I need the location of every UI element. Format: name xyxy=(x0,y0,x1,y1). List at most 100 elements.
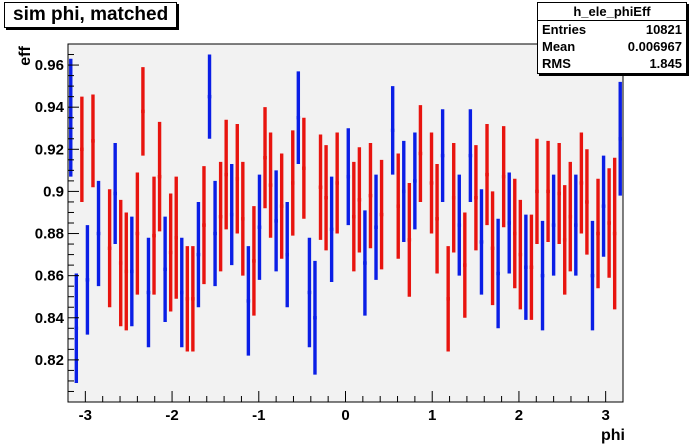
red-point xyxy=(91,94,95,188)
red-point xyxy=(185,246,190,352)
blue-point xyxy=(524,214,528,320)
red-point xyxy=(463,212,467,318)
red-point xyxy=(557,142,561,245)
x-tick-label: -3 xyxy=(79,407,92,424)
red-point xyxy=(435,164,439,274)
red-point xyxy=(268,132,273,238)
blue-point xyxy=(274,170,278,272)
y-tick-label: 0.94 xyxy=(35,99,65,116)
red-point xyxy=(80,96,84,202)
blue-point xyxy=(457,174,462,276)
blue-point xyxy=(601,155,606,257)
red-point xyxy=(607,168,611,278)
stats-histogram-name: h_ele_phiEff xyxy=(538,3,686,21)
red-point xyxy=(368,142,373,249)
blue-point xyxy=(468,109,473,202)
red-point xyxy=(152,176,156,295)
blue-point xyxy=(296,71,301,165)
stats-value: 10821 xyxy=(645,22,682,37)
red-point xyxy=(202,166,206,285)
red-point xyxy=(529,214,534,320)
y-tick-label: 0.86 xyxy=(35,268,64,285)
red-point xyxy=(218,161,223,272)
red-point xyxy=(135,172,140,295)
red-point xyxy=(252,206,256,316)
blue-point xyxy=(540,220,545,331)
chart-title: sim phi, matched xyxy=(4,2,178,28)
red-point xyxy=(596,178,600,289)
red-point xyxy=(291,130,295,236)
red-point xyxy=(407,182,412,297)
red-point xyxy=(535,138,539,245)
blue-point xyxy=(440,109,445,202)
red-point xyxy=(235,124,240,234)
red-point xyxy=(124,212,129,331)
red-point xyxy=(157,121,162,232)
x-axis-label: phi xyxy=(601,427,625,444)
blue-point xyxy=(551,174,556,276)
red-point xyxy=(263,107,267,209)
blue-point xyxy=(590,220,595,331)
blue-point xyxy=(363,210,367,316)
stats-box: h_ele_phiEff Entries 10821 Mean 0.006967… xyxy=(537,2,687,74)
blue-point xyxy=(307,237,312,348)
red-point xyxy=(318,134,323,240)
y-tick-label: 0.9 xyxy=(43,183,64,200)
stats-value: 0.006967 xyxy=(627,39,682,54)
axes: -3 -2 -1 0 1 2 3 0.82 0.84 0.86 0.88 0.9 0.92 0.94 0.9… xyxy=(35,43,624,424)
red-point xyxy=(429,132,434,234)
x-tick-label: 1 xyxy=(428,407,436,424)
stats-row-rms: RMS 1.845 xyxy=(538,55,686,72)
red-point xyxy=(562,185,567,295)
x-tick-label: -1 xyxy=(252,407,265,424)
stats-row-entries: Entries 10821 xyxy=(538,21,686,38)
blue-point xyxy=(313,260,317,375)
stats-row-mean: Mean 0.006967 xyxy=(538,38,686,55)
red-point xyxy=(324,145,328,251)
blue-point xyxy=(402,140,406,242)
blue-point xyxy=(574,174,578,276)
blue-point xyxy=(146,237,151,348)
red-point xyxy=(396,153,400,259)
x-tick-label: 2 xyxy=(515,407,523,424)
y-axis-label: eff xyxy=(17,46,34,66)
blue-point xyxy=(85,225,90,335)
red-point xyxy=(546,140,550,242)
red-point xyxy=(241,161,245,276)
blue-point xyxy=(196,201,201,308)
blue-point xyxy=(163,216,167,322)
red-point xyxy=(107,189,112,308)
red-point xyxy=(335,132,339,234)
red-point xyxy=(585,149,589,255)
red-point xyxy=(518,199,523,310)
red-point xyxy=(174,176,178,299)
red-point xyxy=(352,161,356,272)
y-tick-label: 0.84 xyxy=(35,310,65,327)
blue-point xyxy=(507,172,511,274)
red-point xyxy=(379,159,384,270)
data-marks xyxy=(69,54,622,384)
blue-point xyxy=(207,54,212,139)
blue-point xyxy=(329,176,334,282)
red-point xyxy=(357,147,362,253)
blue-point xyxy=(390,86,395,175)
blue-point xyxy=(496,218,500,329)
red-point xyxy=(612,157,617,310)
y-tick-label: 0.82 xyxy=(35,352,64,369)
red-point xyxy=(579,132,584,234)
red-point xyxy=(485,124,489,226)
blue-point xyxy=(257,174,262,280)
red-point xyxy=(302,117,306,219)
red-point xyxy=(568,161,573,272)
y-tick-label: 0.96 xyxy=(35,57,64,74)
x-tick-label: -2 xyxy=(165,407,178,424)
stats-label: Mean xyxy=(542,39,576,54)
red-point xyxy=(224,119,228,230)
red-point xyxy=(141,67,145,156)
red-point xyxy=(118,199,123,327)
blue-point xyxy=(229,164,234,266)
red-point xyxy=(501,126,506,228)
y-tick-label: 0.92 xyxy=(35,141,64,158)
